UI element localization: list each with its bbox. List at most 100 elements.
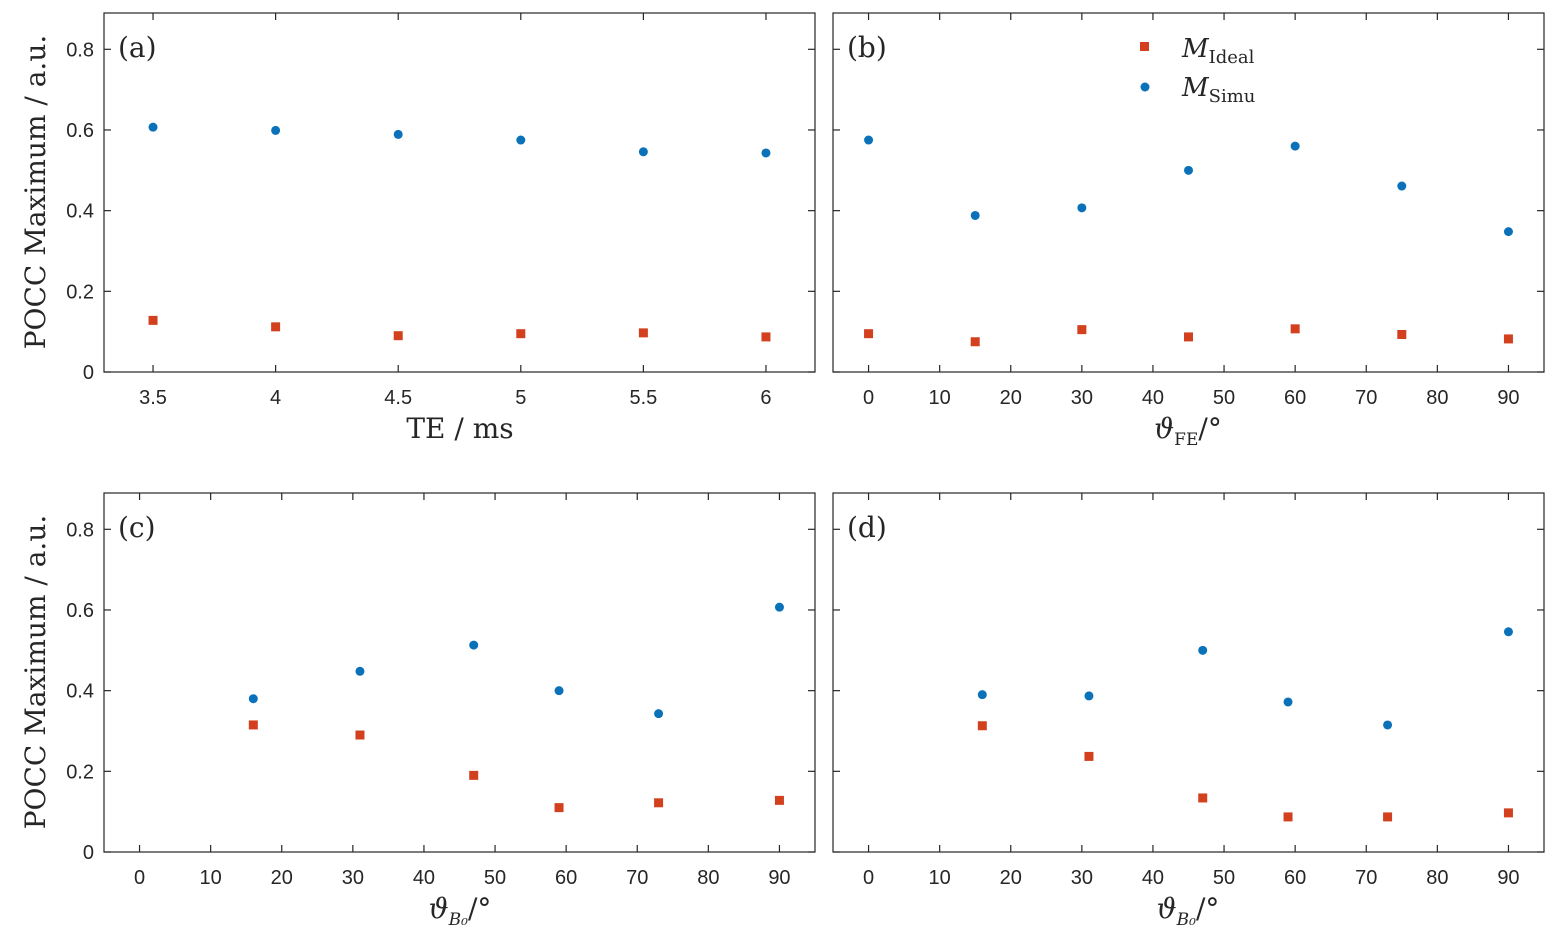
panel-d-ideal-point [1198, 793, 1208, 803]
panel-c-xtick-label: 30 [342, 867, 364, 889]
panel-c-xtick-label: 80 [697, 867, 719, 889]
panel-c-x-axis-symbol: ϑ [429, 892, 449, 925]
panel-c-ideal-point [774, 795, 784, 805]
panel-b-xtick-label: 60 [1284, 387, 1306, 409]
panel-d-ideal-point [1503, 808, 1513, 818]
panel-c-xtick-label: 50 [484, 867, 506, 889]
panel-d-simu-point [1503, 627, 1513, 637]
legend-simu-marker [1140, 82, 1150, 92]
panel-b-ticks: 0 10 20 30 40 50 60 70 80 90 [833, 13, 1544, 409]
legend-simu-label: MSimu [1181, 73, 1255, 107]
panel-d-ideal-point [977, 721, 987, 731]
panel-b-simu-point [1290, 141, 1300, 151]
panel-c-x-axis-label: ϑB₀/° [429, 892, 492, 930]
panel-b-ideal-point [1503, 334, 1513, 344]
panel-a-simu-point [148, 122, 158, 132]
panel-d-x-axis-symbol: ϑ [1157, 892, 1177, 925]
panel-b-simu-point [1077, 203, 1087, 213]
panel-b-xtick-label: 30 [1071, 387, 1093, 409]
panel-d-frame [832, 492, 1545, 853]
panel-a-simu-point [638, 147, 648, 157]
panel-d-x-axis-suffix: /° [1196, 892, 1219, 925]
panel-c-ytick-label: 0.2 [66, 761, 94, 783]
panel-c-xtick-label: 20 [271, 867, 293, 889]
panel-a-label: (a) [118, 31, 157, 64]
panel-c-x-axis-suffix: /° [468, 892, 491, 925]
panel-c-points [248, 602, 784, 813]
panel-c-ideal-point [355, 730, 365, 740]
panel-d-xtick-label: 70 [1355, 867, 1377, 889]
panel-a-xtick-label: 3.5 [139, 387, 167, 409]
panel-b-ideal-point [1184, 332, 1193, 342]
panel-b-simu-point [864, 135, 874, 145]
panel-b-xtick-label: 20 [1000, 387, 1022, 409]
panel-b-xtick-label: 90 [1497, 387, 1519, 409]
panel-a-xtick-label: 4 [270, 387, 281, 409]
panel-b-xtick-label: 70 [1355, 387, 1377, 409]
panel-a-ideal-point [271, 322, 281, 332]
panel-b-xtick-label: 10 [929, 387, 951, 409]
panel-c-ideal-point [654, 798, 664, 808]
panel-c-ytick-label: 0.8 [66, 519, 94, 541]
panel-c-xtick-label: 70 [626, 867, 648, 889]
panel-d-simu-point [1283, 697, 1293, 707]
legend: MIdeal MSimu [1140, 34, 1255, 107]
panel-a-ideal-point [148, 315, 158, 325]
panel-b: 0 10 20 30 40 50 60 70 80 90 (b) ϑFE/° MIdeal MSi… [832, 12, 1545, 450]
panel-c-xtick-label: 0 [134, 867, 145, 889]
panel-d-xtick-label: 80 [1426, 867, 1448, 889]
panel-b-x-axis-label: ϑFE/° [1154, 412, 1222, 450]
panel-d-simu-point [977, 690, 987, 700]
panel-d-simu-point [1383, 720, 1393, 730]
panel-b-x-axis-symbol: ϑ [1154, 412, 1174, 445]
panel-a-ideal-point [516, 329, 526, 339]
panel-a-simu-point [271, 125, 281, 135]
panel-d-xtick-label: 10 [929, 867, 951, 889]
panel-d-ideal-point [1084, 751, 1094, 761]
panel-d-x-axis-label: ϑB₀/° [1157, 892, 1220, 930]
panel-c-ideal-point [554, 803, 564, 813]
panel-d-xtick-label: 40 [1142, 867, 1164, 889]
panel-b-simu-point [1503, 227, 1513, 237]
panel-d-ideal-point [1383, 812, 1393, 822]
panel-b-ideal-point [864, 329, 874, 339]
panel-a-xtick-label: 5 [515, 387, 526, 409]
panel-c-label: (c) [118, 511, 156, 544]
panel-a-simu-point [516, 135, 526, 145]
panel-b-frame [832, 12, 1545, 373]
panel-b-ideal-point [1290, 324, 1300, 334]
panel-d-xtick-label: 50 [1213, 867, 1235, 889]
panel-b-points [864, 135, 1513, 347]
panel-a-ytick-label: 0.2 [66, 281, 94, 303]
panel-d-x-axis-subscript: B₀ [1176, 910, 1196, 930]
panel-b-x-axis-suffix: /° [1198, 412, 1221, 445]
panel-d-ticks: 0 10 20 30 40 50 60 70 80 90 [833, 493, 1544, 889]
panel-d-label: (d) [847, 511, 887, 544]
panel-b-xtick-label: 40 [1142, 387, 1164, 409]
panel-c-ytick-label: 0.6 [66, 600, 94, 622]
panel-a-y-axis-label: POCC Maximum / a.u. [19, 35, 52, 350]
panel-a-xtick-label: 4.5 [384, 387, 412, 409]
panel-d-xtick-label: 60 [1284, 867, 1306, 889]
panel-c-xtick-label: 10 [200, 867, 222, 889]
panel-d-ideal-point [1283, 812, 1293, 822]
panel-c-ytick-label: 0 [83, 842, 94, 864]
panel-b-x-axis-subscript: FE [1174, 430, 1198, 450]
panel-d-xtick-label: 30 [1071, 867, 1093, 889]
panel-c-ideal-point [469, 770, 479, 780]
panel-c-y-axis-label: POCC Maximum / a.u. [19, 515, 52, 830]
panel-c-frame [103, 492, 816, 853]
panel-c-simu-point [355, 666, 365, 676]
panel-c-ticks: 0 10 20 30 40 50 60 70 80 90 0 0.2 0.4 0.6 0.8 [66, 493, 815, 889]
panel-b-ideal-point [1397, 329, 1407, 339]
panel-c-simu-point [554, 686, 564, 696]
panel-b-simu-point [1397, 181, 1407, 191]
panel-c-simu-point [774, 602, 784, 612]
panel-b-xtick-label: 0 [863, 387, 874, 409]
panel-a-simu-point [393, 129, 403, 139]
panel-d-xtick-label: 0 [863, 867, 874, 889]
panel-d-xtick-label: 90 [1497, 867, 1519, 889]
panel-b-simu-point [1184, 165, 1193, 175]
panel-c: 0 10 20 30 40 50 60 70 80 90 0 0.2 0.4 0.6 0.8 (c) ϑB₀… [19, 492, 816, 930]
panel-a-frame [103, 12, 816, 373]
